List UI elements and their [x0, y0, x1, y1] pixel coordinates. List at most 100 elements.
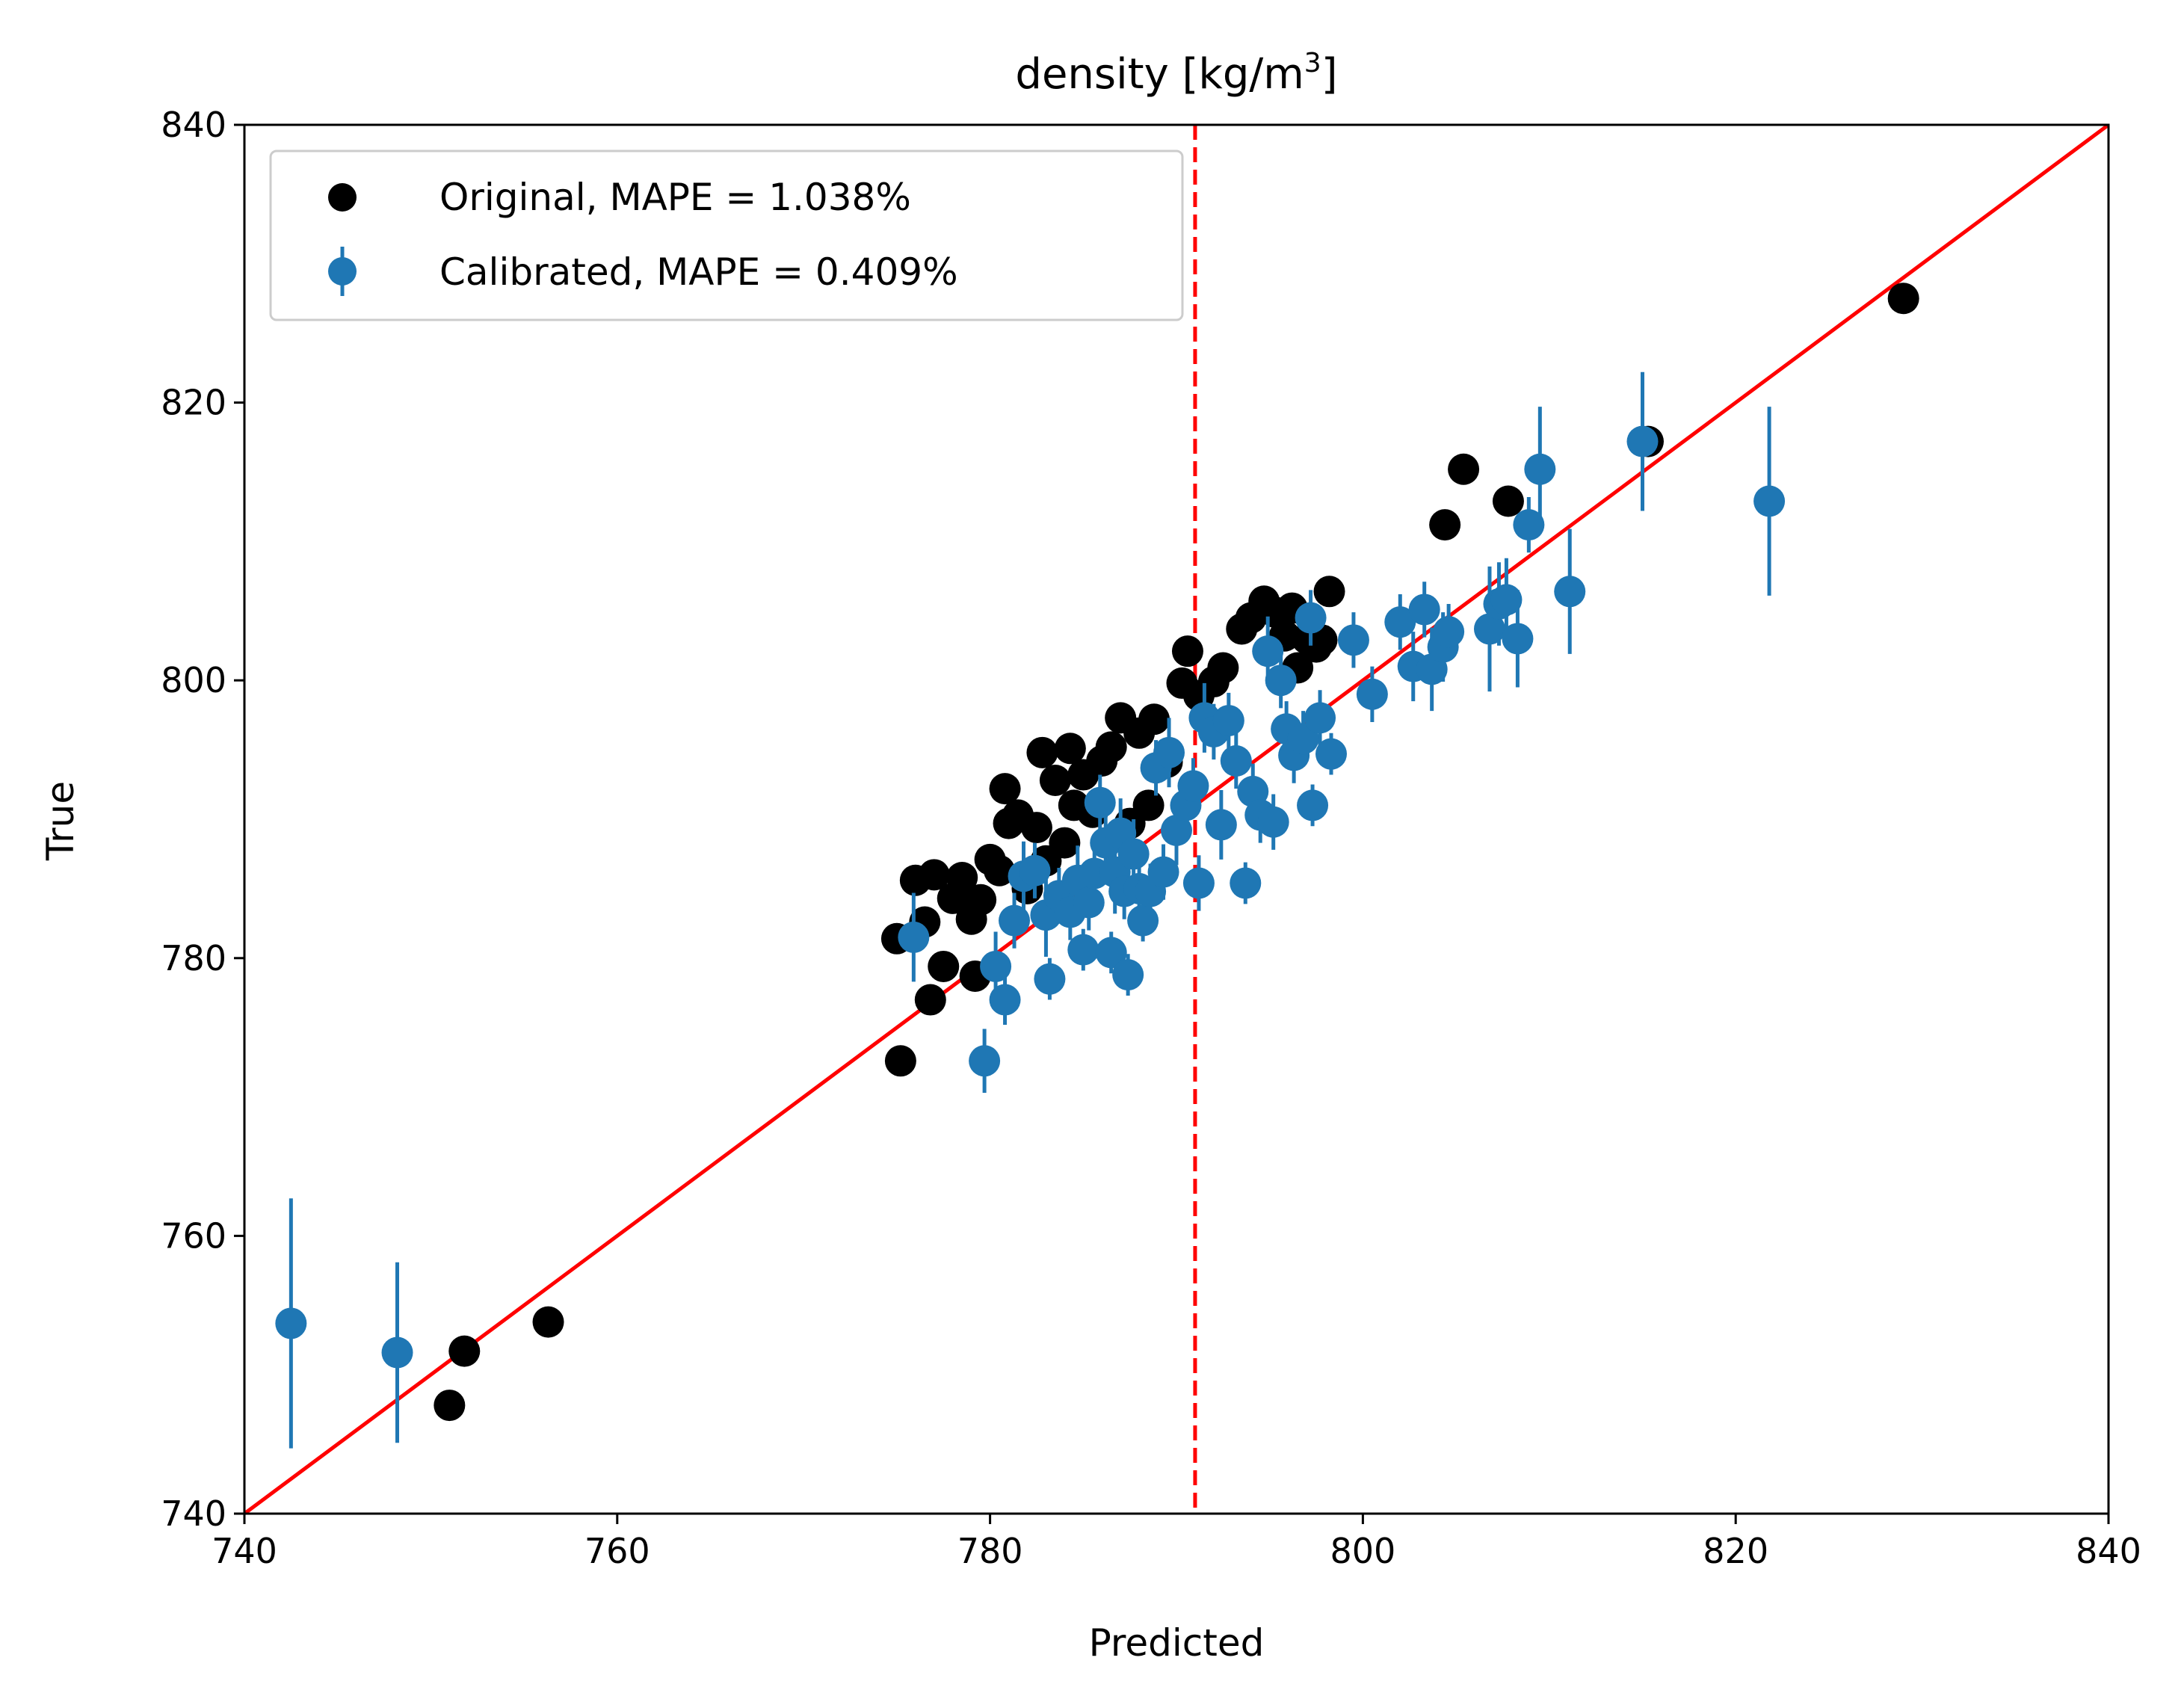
plot-content — [244, 125, 2109, 1514]
original-point — [965, 884, 997, 916]
chart-title-superscript: 3 — [1304, 48, 1321, 78]
original-point — [946, 862, 978, 894]
y-tick-label: 780 — [161, 938, 226, 978]
original-point — [1429, 509, 1461, 541]
chart-title-main: density [kg/m — [1015, 50, 1304, 99]
y-axis: 740 760 780 800 820 840 — [161, 105, 244, 1534]
calibrated-point — [1230, 867, 1262, 899]
calibrated-point — [1626, 425, 1659, 457]
calibrated-point — [989, 984, 1021, 1016]
chart-title: density [kg/m3] — [1015, 48, 1337, 99]
legend-box — [269, 149, 1184, 321]
calibrated-point — [1073, 887, 1105, 919]
calibrated-point — [1490, 584, 1523, 616]
y-axis-label: True — [39, 781, 82, 861]
calibrated-point — [1473, 613, 1505, 645]
calibrated-point — [1524, 453, 1556, 485]
calibrated-point — [1067, 934, 1099, 966]
calibrated-point — [1297, 789, 1329, 821]
legend-label-original: Original, MAPE = 1.038% — [439, 176, 911, 219]
legend-marker-original — [328, 183, 357, 212]
x-tick-label: 740 — [212, 1531, 277, 1571]
x-tick-label: 840 — [2076, 1531, 2141, 1571]
original-point — [1049, 827, 1081, 859]
calibrated-point — [1265, 665, 1297, 697]
calibrated-point — [1161, 814, 1192, 846]
legend-label-calibrated: Calibrated, MAPE = 0.409% — [439, 250, 958, 294]
calibrated-point — [1252, 635, 1284, 667]
calibrated-point — [1356, 678, 1388, 710]
calibrated-point — [1433, 616, 1465, 648]
calibrated-point — [1554, 576, 1586, 608]
x-axis-label: Predicted — [1089, 1621, 1265, 1665]
original-point — [989, 773, 1021, 805]
original-point — [984, 854, 1016, 887]
original-point — [1313, 576, 1345, 608]
original-point — [1054, 733, 1086, 765]
legend: Original, MAPE = 1.038% Calibrated, MAPE… — [269, 149, 1184, 321]
calibrated-point — [1084, 786, 1116, 818]
original-point — [1492, 485, 1524, 517]
calibrated-point — [1127, 904, 1159, 937]
calibrated-point — [898, 921, 930, 953]
original-point — [1026, 736, 1058, 768]
original-point — [918, 859, 950, 891]
plot-frame — [243, 123, 2110, 1515]
calibrated-point — [1220, 744, 1252, 777]
calibrated-point — [1237, 775, 1269, 807]
y-tick-label: 820 — [161, 383, 226, 423]
original-point — [1171, 635, 1203, 667]
original-point — [1020, 812, 1052, 844]
y-tick-label: 740 — [161, 1493, 226, 1534]
original-point — [434, 1390, 466, 1422]
calibrated-point — [969, 1045, 1001, 1077]
chart-title-suffix: ] — [1321, 50, 1338, 99]
calibrated-point — [275, 1307, 307, 1339]
original-point — [1887, 283, 1919, 315]
original-point — [1448, 453, 1480, 485]
original-point — [928, 950, 960, 982]
calibrated-point — [1513, 509, 1545, 541]
calibrated-point — [1257, 806, 1289, 838]
calibrated-point — [1753, 485, 1786, 517]
y-tick-label: 840 — [161, 105, 226, 145]
calibrated-point — [1095, 937, 1127, 969]
calibrated-point — [1019, 854, 1051, 887]
calibrated-point — [1304, 702, 1336, 734]
calibrated-point — [1337, 624, 1369, 656]
original-point — [532, 1306, 564, 1338]
original-point — [914, 984, 946, 1016]
x-tick-label: 800 — [1330, 1531, 1395, 1571]
original-point — [1132, 789, 1165, 821]
series-calibrated — [275, 371, 1786, 1449]
calibrated-point — [1205, 809, 1237, 841]
calibrated-point — [1287, 723, 1319, 755]
x-tick-label: 820 — [1703, 1531, 1768, 1571]
calibrated-point — [1502, 623, 1534, 655]
original-point — [1207, 652, 1239, 684]
y-tick-label: 760 — [161, 1215, 226, 1256]
calibrated-point — [1177, 770, 1209, 802]
x-axis: 740 760 780 800 820 840 — [212, 1514, 2141, 1571]
calibrated-point — [1408, 593, 1440, 626]
calibrated-point — [1295, 602, 1327, 634]
y-tick-label: 800 — [161, 660, 226, 700]
legend-marker-calibrated — [328, 257, 357, 286]
calibrated-point — [1112, 959, 1144, 991]
calibrated-point — [1182, 867, 1215, 899]
calibrated-point — [1212, 705, 1244, 737]
original-point — [448, 1335, 481, 1367]
calibrated-point — [1315, 738, 1348, 770]
calibrated-point — [980, 950, 1012, 982]
original-point — [1039, 764, 1071, 796]
x-tick-label: 760 — [584, 1531, 650, 1571]
x-tick-label: 780 — [957, 1531, 1023, 1571]
calibrated-point — [381, 1336, 413, 1369]
calibrated-point — [1034, 963, 1066, 995]
calibrated-point — [999, 904, 1031, 937]
original-point — [1138, 703, 1170, 736]
original-point — [884, 1045, 916, 1077]
calibrated-point — [1117, 838, 1150, 870]
calibrated-point — [1153, 736, 1185, 768]
